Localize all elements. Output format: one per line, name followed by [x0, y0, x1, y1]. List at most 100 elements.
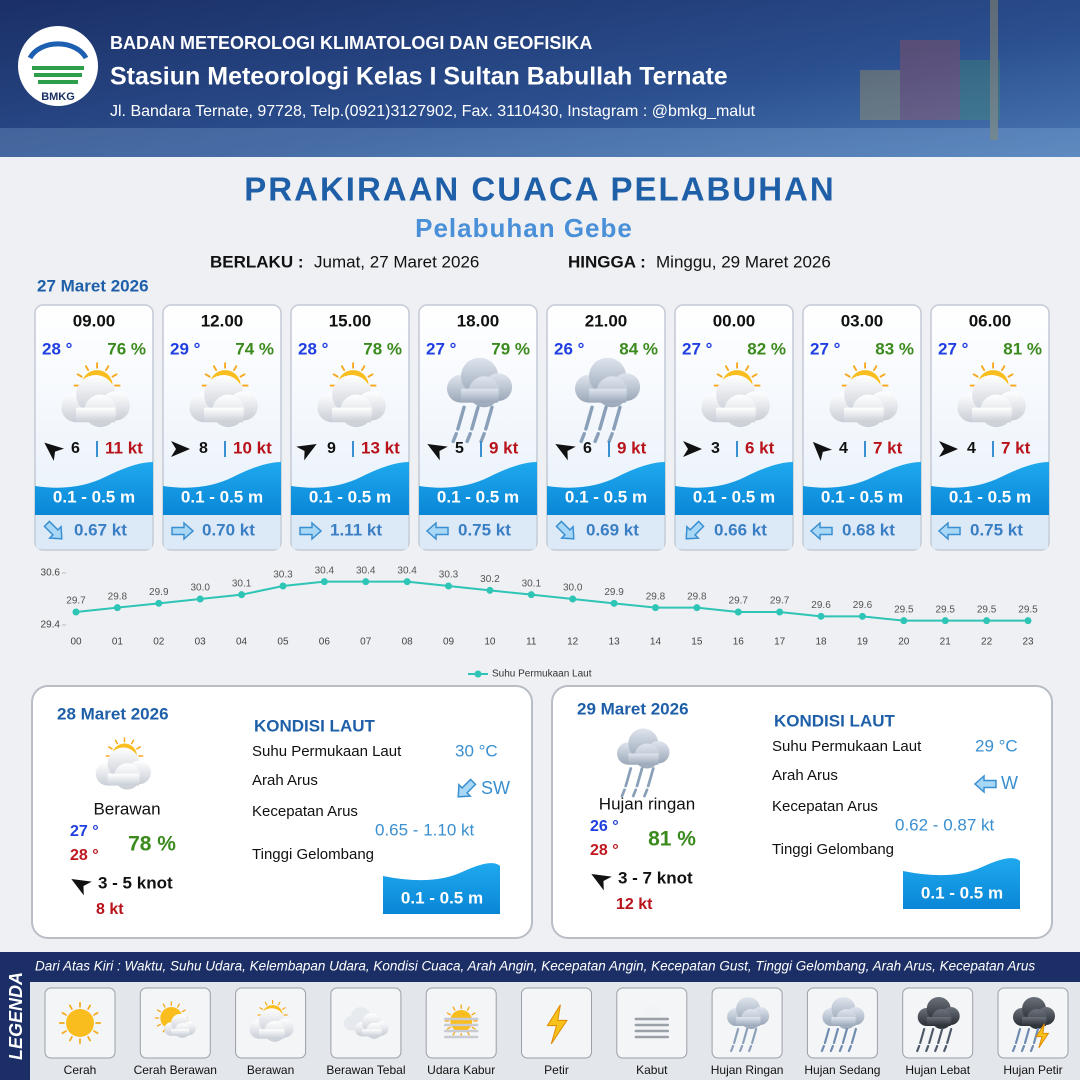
legend-item: Cerah Berawan	[134, 1063, 217, 1077]
rain	[747, 1044, 753, 1053]
sun-ray	[340, 365, 346, 372]
cloud-base	[736, 1017, 761, 1026]
wind-speed: 6	[583, 440, 592, 457]
time: 09.00	[73, 311, 116, 330]
x-tick-label: 00	[70, 637, 82, 648]
wind: 3 - 5 knot	[98, 873, 173, 892]
rain	[1029, 1044, 1035, 1053]
sun-ray	[76, 373, 83, 378]
current-arrow	[299, 521, 323, 541]
rain	[832, 1027, 840, 1045]
sun-ray	[367, 373, 374, 378]
rain	[820, 1044, 826, 1053]
humidity: 78 %	[128, 833, 176, 856]
legend-swatch-dot	[474, 670, 482, 678]
rain	[470, 405, 480, 431]
cloud-base	[76, 407, 116, 423]
legend-header	[0, 952, 1080, 982]
rain	[1032, 1027, 1040, 1045]
weather-icon	[189, 362, 258, 428]
rain	[937, 1027, 944, 1045]
sun-ray	[980, 365, 986, 372]
sun-ray	[93, 1012, 99, 1016]
sun-ray	[332, 373, 339, 378]
to-label: HINGGA :	[568, 252, 646, 271]
wind-speed: 5	[455, 440, 464, 457]
value-label: 29.9	[604, 587, 624, 598]
gust: 8 kt	[96, 901, 124, 918]
label: Arah Arus	[772, 767, 838, 784]
x-tick-label: 22	[981, 637, 993, 648]
value-label: 29.8	[646, 591, 666, 602]
rain	[928, 1027, 935, 1045]
sun-ray	[87, 1004, 91, 1010]
value-label: 29.6	[853, 600, 873, 611]
rain	[584, 405, 594, 431]
value-label: 29.7	[729, 596, 749, 607]
current-arrow	[43, 520, 63, 540]
label: Tinggi Gelombang	[772, 841, 894, 858]
sst-point	[72, 608, 80, 616]
value-label: 29.9	[149, 587, 169, 598]
logo-text: BMKG	[41, 91, 75, 103]
value-label: 30.2	[480, 574, 500, 585]
cloud-base	[831, 1017, 856, 1026]
sun-ray	[136, 746, 141, 750]
humidity: 79 %	[491, 339, 530, 358]
kondisi-title: KONDISI LAUT	[254, 716, 376, 735]
gust: 9 kt	[489, 438, 519, 457]
address: Jl. Bandara Ternate, 97728, Telp.(0921)3…	[110, 103, 756, 120]
sst-point	[734, 608, 742, 616]
rain	[612, 405, 622, 431]
weather-icon	[58, 1001, 102, 1045]
sun-ray	[277, 1001, 281, 1006]
value-label: 30.3	[273, 570, 293, 581]
y-tick-label: 29.4	[41, 620, 61, 631]
legend-item: Hujan Sedang	[804, 1063, 880, 1077]
logo-arc	[27, 41, 89, 60]
sun-ray	[281, 1007, 286, 1010]
sst-point	[776, 608, 784, 616]
rain	[916, 1044, 921, 1053]
sun-ray	[61, 1012, 67, 1016]
temp: 27 °	[426, 339, 457, 358]
value-label: 30.4	[315, 565, 335, 576]
sst-point	[651, 604, 659, 612]
rain	[607, 431, 614, 444]
value-label: 30.1	[232, 578, 252, 589]
wind-arrow	[683, 441, 702, 457]
cloud-base	[716, 407, 756, 423]
wind-speed: 4	[839, 440, 848, 457]
sun-ray	[204, 373, 211, 378]
temp: 29 °	[170, 339, 201, 358]
sun-ray	[361, 365, 366, 372]
sst-point	[817, 612, 825, 620]
day-date: 29 Maret 2026	[577, 699, 689, 718]
rain	[823, 1027, 831, 1045]
humidity: 81 %	[1003, 339, 1042, 358]
value-label: 30.0	[563, 583, 583, 594]
sst: 30 °C	[455, 741, 498, 760]
weather-icon	[575, 357, 641, 444]
sun-ray	[130, 739, 135, 745]
rain	[624, 767, 633, 788]
wind-speed: 4	[967, 440, 976, 457]
cloud-base	[259, 1029, 285, 1039]
current-arrow	[171, 521, 195, 541]
rain	[579, 431, 587, 444]
humidity: 74 %	[235, 339, 274, 358]
x-tick-label: 14	[650, 637, 662, 648]
bolt	[1035, 1023, 1050, 1049]
x-tick-label: 12	[567, 637, 579, 648]
rain	[598, 405, 608, 431]
rain	[456, 405, 466, 431]
bolt	[546, 1004, 568, 1045]
sun-ray	[873, 365, 878, 372]
rain	[465, 431, 472, 444]
current-speed: 0.75 kt	[458, 520, 511, 539]
weather-icon	[957, 362, 1026, 428]
value-label: 30.3	[439, 570, 459, 581]
sun-ray	[466, 1006, 470, 1011]
sst-point	[155, 599, 163, 607]
today-date: 27 Maret 2026	[37, 276, 149, 295]
